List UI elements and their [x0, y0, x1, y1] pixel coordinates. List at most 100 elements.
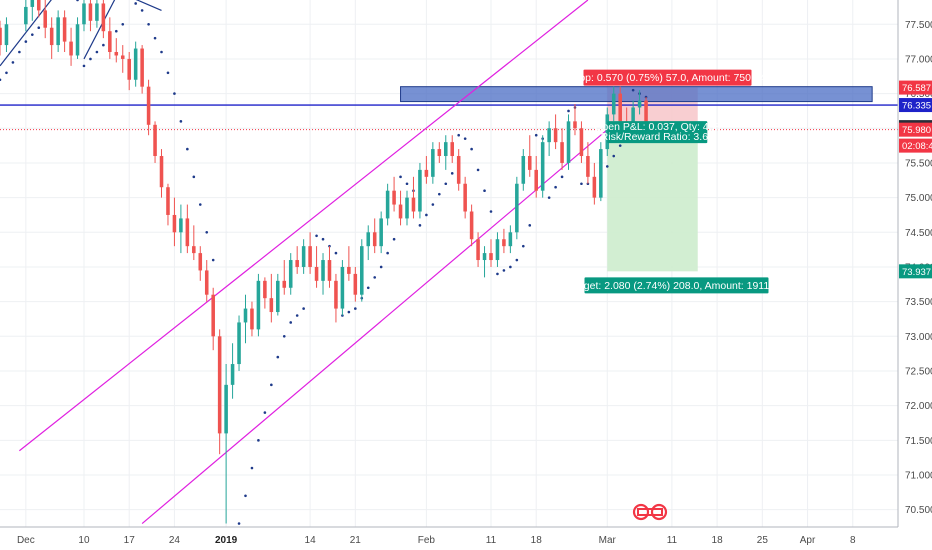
candle: [418, 162, 422, 219]
candle-body: [114, 52, 119, 56]
trend-line: [0, 0, 52, 67]
candle-body: [553, 128, 558, 143]
candle: [573, 104, 577, 136]
candle: [0, 20, 2, 56]
sar-dot: [463, 137, 467, 140]
candle-body: [211, 294, 215, 337]
candle: [592, 162, 597, 205]
candle: [237, 315, 241, 371]
candle: [95, 0, 99, 28]
candle: [321, 253, 325, 295]
sar-dot: [282, 335, 286, 338]
sar-dot: [476, 168, 480, 172]
candle: [398, 190, 403, 226]
sar-dot: [289, 321, 293, 324]
zones-layer: [400, 86, 873, 272]
candle-body: [534, 169, 538, 191]
sar-dot: [134, 2, 137, 5]
candle: [43, 0, 47, 39]
candle: [30, 0, 35, 21]
sar-dot: [276, 355, 280, 359]
candle-body: [340, 266, 345, 309]
candle: [301, 239, 306, 274]
sar-dot: [431, 203, 435, 206]
sar-dot: [457, 133, 460, 137]
candle: [424, 156, 429, 184]
candle-body: [185, 218, 190, 247]
candle-body: [120, 55, 125, 59]
candle: [172, 197, 177, 247]
candle: [547, 121, 551, 157]
candle: [463, 176, 467, 219]
candle-body: [592, 176, 597, 198]
sar-dot: [76, 0, 79, 2]
candle-body: [140, 48, 144, 87]
candle: [140, 45, 144, 94]
candle-body: [224, 384, 228, 434]
candle-body: [75, 24, 80, 56]
candle-body: [431, 149, 435, 177]
candle-body: [288, 260, 293, 288]
x-tick-label: 25: [757, 535, 769, 546]
sar-dot: [160, 50, 163, 54]
price-tag-text: 73.937: [902, 267, 931, 278]
candle-body: [166, 187, 170, 215]
candle-body: [204, 270, 209, 295]
candle-body: [618, 93, 622, 122]
price-tag-bg: [899, 138, 932, 153]
sar-dot: [373, 276, 377, 279]
open-pnl-bg: [607, 121, 708, 144]
candle: [599, 142, 603, 202]
candle-body: [437, 149, 442, 157]
candle-body: [101, 3, 106, 32]
candle-body: [56, 17, 60, 46]
candle: [340, 260, 345, 316]
sar-dot: [405, 182, 409, 186]
sar-dot: [140, 9, 144, 12]
candle-body: [243, 308, 248, 323]
candle-body: [637, 100, 642, 108]
candle: [611, 86, 616, 122]
candle: [256, 273, 261, 337]
candle-body: [360, 246, 364, 295]
candle-body: [547, 128, 551, 143]
candle-body: [566, 121, 571, 163]
candle: [282, 260, 287, 295]
candle: [527, 135, 532, 177]
candle: [204, 260, 209, 302]
channel-line: [141, 129, 608, 524]
candle: [56, 10, 60, 53]
price-tag-bg: [899, 80, 932, 95]
sar-dot: [528, 224, 532, 227]
price-tag: 76.587: [899, 80, 932, 95]
candle-body: [43, 10, 47, 28]
sar-dot: [114, 29, 118, 33]
candle-body: [502, 239, 506, 247]
sar-dot: [502, 269, 506, 272]
sar-dot: [186, 147, 189, 151]
sar-dot: [302, 307, 305, 310]
candle: [217, 329, 222, 455]
candle-body: [611, 93, 616, 115]
y-tick-label: 77.500: [905, 20, 932, 31]
candle: [637, 90, 642, 115]
sar-dot: [580, 182, 583, 186]
x-tick-label: 11: [486, 535, 497, 546]
candle: [392, 176, 396, 212]
y-tick-label: 76.500: [905, 89, 932, 100]
candle-body: [276, 280, 280, 313]
candle-body: [411, 197, 416, 212]
y-tick-label: 72.500: [905, 366, 932, 377]
y-tick-label: 73.000: [905, 332, 932, 343]
candle-body: [256, 280, 261, 330]
candle: [495, 232, 500, 267]
candle: [456, 149, 461, 191]
sar-dot: [392, 237, 396, 241]
candle-body: [172, 214, 177, 233]
open-pnl-text: Open P&L: 0.037, Qty: 438: [594, 121, 720, 133]
sar-dot: [89, 57, 92, 61]
candle-body: [579, 128, 584, 157]
sar-dot: [334, 251, 338, 255]
candle-body: [198, 253, 203, 271]
